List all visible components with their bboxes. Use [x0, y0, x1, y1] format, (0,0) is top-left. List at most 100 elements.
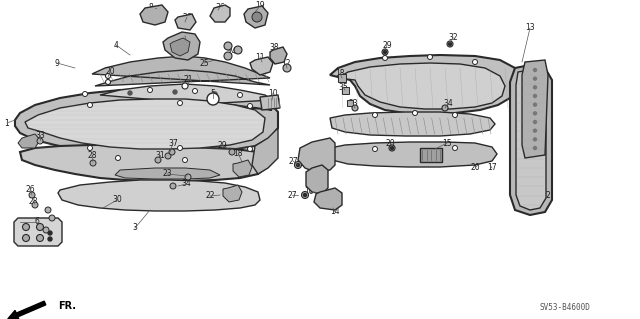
Circle shape — [428, 55, 433, 60]
Circle shape — [43, 227, 49, 233]
Circle shape — [248, 103, 253, 108]
Circle shape — [372, 113, 378, 117]
Circle shape — [296, 164, 300, 167]
Polygon shape — [14, 218, 62, 246]
Circle shape — [472, 60, 477, 64]
Circle shape — [182, 158, 188, 162]
Circle shape — [413, 110, 417, 115]
Circle shape — [534, 138, 536, 141]
Circle shape — [169, 149, 175, 155]
Circle shape — [22, 234, 29, 241]
Text: 27: 27 — [288, 157, 298, 166]
Text: 20: 20 — [470, 164, 480, 173]
Circle shape — [115, 155, 120, 160]
Polygon shape — [298, 138, 335, 172]
Polygon shape — [314, 188, 342, 210]
Polygon shape — [250, 57, 273, 75]
Circle shape — [165, 153, 171, 159]
Circle shape — [177, 100, 182, 106]
Circle shape — [90, 160, 96, 166]
Polygon shape — [58, 180, 260, 211]
Circle shape — [534, 69, 536, 71]
Polygon shape — [140, 5, 168, 25]
Text: 20: 20 — [385, 138, 395, 147]
Circle shape — [248, 146, 253, 152]
Circle shape — [193, 88, 198, 93]
Circle shape — [147, 87, 152, 93]
Polygon shape — [25, 99, 265, 149]
Polygon shape — [330, 55, 520, 114]
Circle shape — [442, 105, 448, 111]
Polygon shape — [170, 38, 190, 56]
Text: 37: 37 — [168, 138, 178, 147]
Text: 34: 34 — [443, 99, 453, 108]
Circle shape — [182, 83, 188, 89]
Polygon shape — [244, 6, 268, 28]
Text: 19: 19 — [255, 2, 265, 11]
Circle shape — [36, 224, 44, 231]
Circle shape — [534, 146, 536, 150]
Polygon shape — [347, 100, 353, 106]
Text: 3: 3 — [132, 224, 138, 233]
Circle shape — [303, 194, 307, 197]
Polygon shape — [342, 86, 349, 93]
Text: 16: 16 — [304, 188, 314, 197]
Text: 32: 32 — [448, 33, 458, 41]
Text: 23: 23 — [162, 169, 172, 179]
Circle shape — [29, 192, 35, 198]
Circle shape — [534, 121, 536, 123]
Polygon shape — [92, 56, 270, 86]
Circle shape — [534, 112, 536, 115]
Circle shape — [383, 50, 387, 54]
Circle shape — [452, 113, 458, 117]
Polygon shape — [18, 134, 40, 148]
Circle shape — [37, 138, 43, 144]
Circle shape — [534, 103, 536, 106]
Circle shape — [213, 92, 217, 96]
Circle shape — [48, 231, 52, 235]
Circle shape — [452, 145, 458, 151]
Circle shape — [173, 90, 177, 94]
Circle shape — [224, 52, 232, 60]
Text: 18: 18 — [335, 69, 345, 78]
Circle shape — [48, 237, 52, 241]
Circle shape — [447, 41, 453, 47]
Text: 13: 13 — [525, 24, 535, 33]
Circle shape — [36, 234, 44, 241]
Circle shape — [382, 49, 388, 55]
Circle shape — [449, 42, 451, 46]
Circle shape — [32, 202, 38, 208]
Text: 30: 30 — [112, 196, 122, 204]
Circle shape — [88, 102, 93, 108]
Text: 31: 31 — [155, 151, 165, 160]
Text: 28: 28 — [87, 152, 97, 160]
Text: 22: 22 — [205, 191, 215, 201]
Polygon shape — [223, 185, 242, 202]
Text: FR.: FR. — [58, 301, 76, 311]
Text: 17: 17 — [487, 164, 497, 173]
Text: 1: 1 — [4, 118, 10, 128]
Circle shape — [534, 77, 536, 80]
Circle shape — [234, 46, 242, 54]
Circle shape — [534, 94, 536, 98]
Circle shape — [372, 146, 378, 152]
Text: 29: 29 — [382, 41, 392, 49]
Circle shape — [352, 105, 358, 111]
Circle shape — [83, 92, 88, 97]
Text: 12: 12 — [281, 60, 291, 69]
Polygon shape — [163, 32, 200, 60]
Circle shape — [283, 64, 291, 72]
Text: 26: 26 — [25, 186, 35, 195]
Text: 15: 15 — [442, 138, 452, 147]
Circle shape — [534, 129, 536, 132]
Text: 7: 7 — [184, 35, 188, 44]
Text: 28: 28 — [28, 197, 38, 205]
Circle shape — [185, 174, 191, 180]
Circle shape — [534, 86, 536, 89]
Polygon shape — [338, 74, 346, 82]
Text: 14: 14 — [330, 207, 340, 217]
Text: 5: 5 — [211, 88, 216, 98]
Circle shape — [389, 145, 395, 151]
Text: 21: 21 — [183, 75, 193, 84]
Text: 35: 35 — [338, 83, 348, 92]
